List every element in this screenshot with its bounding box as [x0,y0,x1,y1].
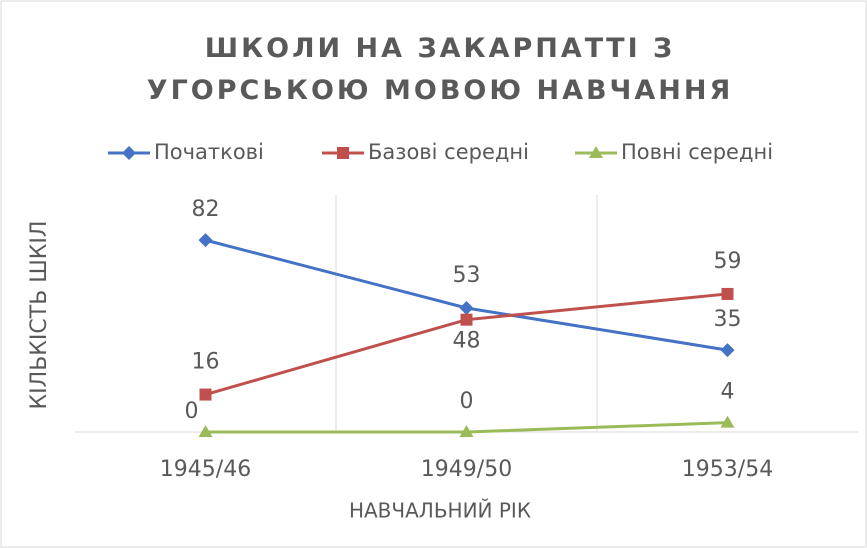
data-label: 82 [192,197,220,222]
legend-marker [337,147,349,159]
data-label: 4 [721,380,735,405]
chart-title: ШКОЛИ НА ЗАКАРПАТТІ З УГОРСЬКОЮ МОВОЮ НА… [146,33,734,106]
data-label: 0 [185,399,199,424]
data-label: 35 [714,307,742,332]
legend-label: Повні середні [621,140,773,164]
data-point [459,425,474,437]
legend-marker [589,146,603,158]
data-point [460,313,473,326]
data-point [720,415,735,428]
x-tick-label: 1949/50 [421,457,512,482]
data-point [720,343,735,358]
legend-marker [122,146,136,160]
data-point [199,388,212,401]
data-label: 53 [453,263,481,288]
data-point [459,300,474,315]
x-tick-label: 1945/46 [160,457,251,482]
legend-label: Базові середні [368,140,529,164]
x-tick-label: 1953/54 [682,457,773,482]
data-label: 59 [714,249,742,274]
data-label: 48 [453,329,481,354]
data-label: 0 [460,389,474,414]
data-label: 16 [192,350,220,375]
data-point [721,287,734,300]
data-point [198,233,213,248]
y-axis-label: КІЛЬКІСТЬ ШКІЛ [27,221,52,410]
data-point [198,425,213,437]
legend-label: Початкові [154,140,264,164]
x-axis-label: НАВЧАЛЬНИЙ РІК [349,499,531,523]
